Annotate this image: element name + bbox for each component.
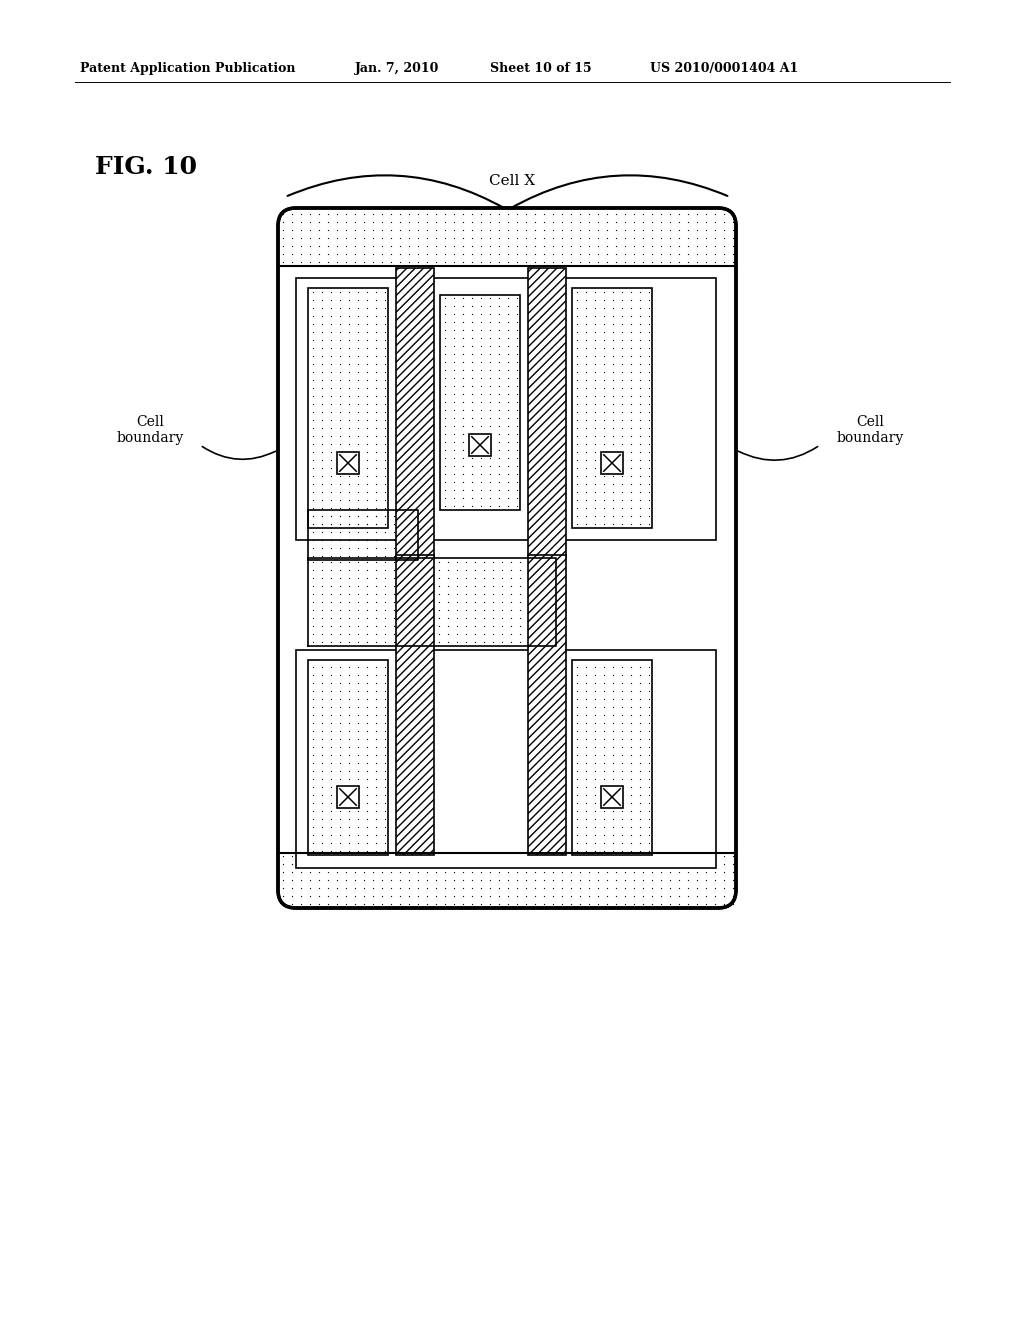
Bar	[601, 785, 623, 808]
Text: Sheet 10 of 15: Sheet 10 of 15	[490, 62, 592, 75]
Text: Jan. 7, 2010: Jan. 7, 2010	[355, 62, 439, 75]
Bar	[337, 785, 359, 808]
Bar	[601, 451, 623, 474]
Bar	[469, 434, 490, 455]
Text: FIG. 10: FIG. 10	[95, 154, 197, 180]
Bar	[440, 294, 520, 510]
Bar	[528, 554, 566, 855]
Text: Patent Application Publication: Patent Application Publication	[80, 62, 296, 75]
Bar	[572, 660, 652, 855]
Bar	[396, 554, 434, 855]
Bar	[337, 451, 359, 474]
Text: Cell X: Cell X	[488, 174, 536, 187]
FancyBboxPatch shape	[278, 209, 736, 908]
Bar	[308, 660, 388, 855]
Bar	[528, 268, 566, 558]
Text: Cell
boundary: Cell boundary	[837, 414, 903, 445]
Text: US 2010/0001404 A1: US 2010/0001404 A1	[650, 62, 799, 75]
Bar	[308, 288, 388, 528]
Bar	[296, 279, 716, 540]
Bar	[572, 288, 652, 528]
Bar	[396, 268, 434, 558]
Text: Cell
boundary: Cell boundary	[117, 414, 183, 445]
Bar	[296, 649, 716, 869]
